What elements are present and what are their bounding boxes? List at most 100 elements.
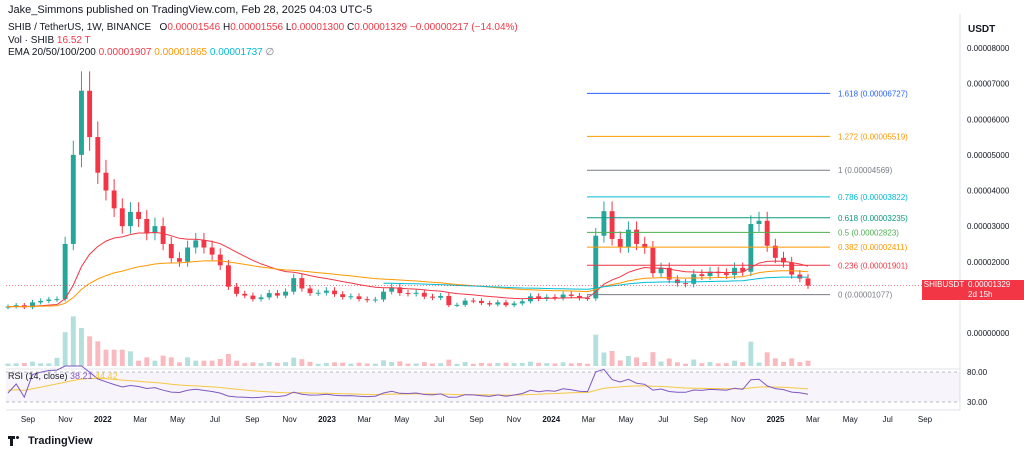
candle-body — [707, 271, 713, 276]
fib-level-label: 1.272 (0.00005519) — [838, 132, 908, 141]
candle-body — [152, 226, 158, 234]
candle-body — [650, 247, 656, 274]
candle-body — [193, 240, 199, 248]
close-label: C — [347, 22, 355, 33]
volume-bar — [136, 360, 142, 366]
volume-bar — [740, 362, 746, 366]
volume-bar — [495, 363, 501, 366]
time-tick-label: 2023 — [318, 415, 336, 424]
candle-body — [168, 243, 174, 259]
volume-bar — [323, 363, 329, 366]
tradingview-logo[interactable]: TradingView — [8, 435, 93, 447]
candle-body — [479, 300, 484, 304]
volume-bar — [723, 363, 729, 366]
ema50-line — [8, 260, 809, 308]
low-value: 0.00001300 — [291, 22, 345, 33]
volume-bar — [691, 359, 697, 366]
volume-bar — [356, 362, 362, 366]
price-axis-title: USDT — [968, 24, 996, 35]
fib-level-label: 0.786 (0.00003822) — [838, 193, 908, 202]
candle-body — [62, 243, 68, 300]
close-value: 0.00001329 — [354, 22, 408, 33]
candle-body — [732, 267, 737, 275]
volume-bar — [568, 363, 574, 366]
volume-bar — [160, 355, 166, 366]
candle-body — [683, 283, 688, 285]
candle-body — [568, 294, 574, 296]
candle-body — [307, 288, 313, 294]
published-by: Jake_Simmons published on TradingView.co… — [8, 4, 373, 16]
volume-bar — [168, 357, 174, 366]
time-tick-label: Sep — [21, 415, 36, 424]
volume-bar — [650, 352, 656, 366]
volume-bar — [119, 349, 125, 366]
volume-bar — [715, 363, 721, 366]
candle-body — [185, 247, 191, 262]
ohlc-row: SHIB / TetherUS, 1W, BINANCE O0.00001546… — [8, 22, 518, 35]
time-tick-label: Sep — [694, 415, 709, 424]
tradingview-brand: TradingView — [28, 435, 93, 447]
volume-bar — [544, 363, 550, 366]
candle-body — [323, 290, 329, 293]
volume-bar — [217, 359, 223, 366]
candle-body — [119, 208, 125, 227]
volume-value: 16.52 T — [56, 34, 91, 46]
time-tick-label: May — [843, 415, 858, 424]
chart-legend: SHIB / TetherUS, 1W, BINANCE O0.00001546… — [8, 22, 518, 60]
time-tick-label: 2024 — [542, 415, 560, 424]
candle-body — [723, 273, 729, 275]
volume-bar — [617, 360, 623, 366]
volume-bar — [789, 358, 795, 366]
time-tick-label: Nov — [731, 415, 745, 424]
time-tick-label: May — [394, 415, 409, 424]
time-tick-label: Mar — [357, 415, 371, 424]
candle-body — [617, 238, 623, 247]
candle-body — [397, 287, 403, 294]
volume-bar — [87, 336, 93, 366]
ema-label[interactable]: EMA 20/50/100/200 — [8, 47, 96, 58]
volume-label[interactable]: Vol · SHIB — [8, 34, 55, 46]
candle-body — [389, 287, 395, 292]
ema200-value: ∅ — [265, 47, 275, 58]
candle-body — [274, 293, 280, 296]
candle-body — [201, 240, 207, 248]
symbol-name[interactable]: SHIB / TetherUS, 1W, BINANCE — [8, 22, 152, 33]
candle-body — [658, 267, 664, 274]
volume-bar — [152, 360, 158, 366]
candle-body — [576, 295, 582, 299]
tradingview-logo-icon — [8, 436, 24, 446]
candle-body — [666, 267, 672, 280]
volume-bar — [707, 362, 713, 366]
candle-body — [470, 300, 476, 302]
candle-body — [356, 296, 362, 300]
volume-bar — [519, 363, 525, 366]
volume-bar — [593, 334, 599, 366]
volume-row: Vol · SHIB 16.52 T — [8, 35, 518, 48]
price-tick-label: 0.00004000 — [967, 187, 1010, 196]
candle-body — [160, 226, 166, 244]
volume-bar — [674, 362, 680, 366]
candle-body — [454, 304, 460, 306]
volume-bar — [397, 361, 403, 366]
rsi-line — [7, 365, 809, 399]
candle-body — [79, 90, 84, 155]
rsi-label[interactable]: RSI (14, close) — [8, 371, 68, 381]
time-tick-label: 2022 — [94, 415, 112, 424]
ema-row: EMA 20/50/100/200 0.00001907 0.00001865 … — [8, 47, 518, 60]
candle-body — [536, 296, 542, 299]
candle-body — [217, 254, 223, 266]
price-tick-label: 0.00006000 — [967, 115, 1010, 124]
ema100-value: 0.00001737 — [209, 47, 263, 58]
volume-bar — [642, 362, 648, 366]
open-value: 0.00001546 — [167, 22, 221, 33]
volume-bar — [299, 359, 305, 366]
volume-bar — [699, 363, 705, 366]
volume-bar — [634, 357, 640, 366]
volume-bar — [625, 356, 631, 366]
candle-body — [5, 306, 11, 308]
candle-body — [487, 303, 493, 305]
candle-body — [30, 302, 35, 308]
candle-body — [291, 278, 297, 292]
fib-level-label: 1.618 (0.00006727) — [838, 89, 908, 98]
